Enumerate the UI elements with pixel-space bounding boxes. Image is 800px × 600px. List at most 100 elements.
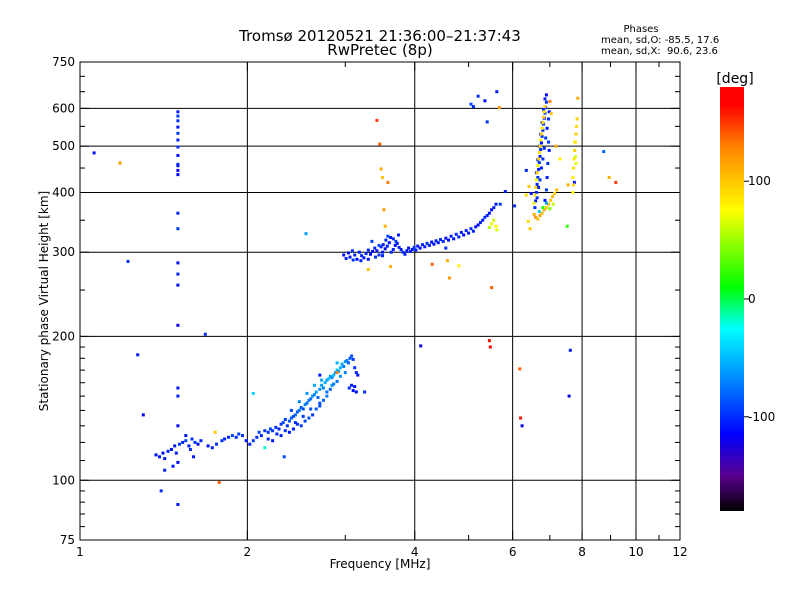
data-point — [542, 108, 546, 112]
data-point — [283, 429, 287, 433]
data-point — [309, 407, 313, 411]
y-tick-label: 400 — [52, 185, 75, 199]
data-point — [311, 413, 315, 417]
data-point — [397, 233, 400, 237]
data-point — [176, 114, 180, 118]
data-point — [539, 148, 543, 151]
y-axis-label: Stationary phase Virtual Height [km] — [37, 191, 51, 411]
data-point — [544, 206, 548, 210]
data-point — [421, 243, 424, 247]
data-point — [572, 183, 575, 187]
data-point — [338, 366, 342, 370]
data-point — [330, 376, 334, 380]
data-point — [527, 184, 531, 188]
data-point — [354, 371, 358, 375]
data-point — [544, 201, 548, 205]
data-point — [320, 383, 324, 387]
x-tick-label: 4 — [411, 545, 419, 559]
data-point — [432, 242, 436, 246]
data-point — [348, 356, 352, 360]
data-point — [271, 439, 275, 443]
data-point — [534, 215, 538, 219]
data-point — [345, 359, 349, 363]
data-point — [430, 262, 434, 266]
data-point — [354, 390, 358, 394]
data-point — [176, 138, 180, 142]
data-point — [176, 211, 180, 215]
data-point — [271, 429, 275, 433]
data-point — [540, 126, 544, 130]
data-point — [434, 239, 438, 243]
data-point — [188, 448, 192, 451]
data-point — [337, 369, 341, 373]
data-point — [444, 246, 448, 250]
data-point — [333, 371, 337, 375]
data-point — [163, 468, 167, 472]
data-point — [554, 144, 558, 148]
data-point — [457, 264, 461, 268]
data-point — [454, 232, 458, 236]
data-point — [544, 100, 548, 104]
data-point — [312, 393, 316, 397]
data-point — [548, 207, 552, 211]
colorbar-tick-label: 100 — [748, 174, 771, 188]
y-tick-label: 100 — [52, 473, 75, 487]
data-point — [171, 464, 175, 468]
data-point — [347, 361, 350, 365]
data-point — [375, 249, 379, 253]
data-point — [118, 161, 122, 165]
data-point — [176, 424, 180, 428]
data-point — [223, 437, 227, 441]
data-point — [366, 268, 370, 271]
data-point — [572, 157, 576, 161]
data-point — [573, 148, 577, 152]
data-point — [176, 386, 180, 390]
data-point — [395, 241, 399, 245]
data-point — [485, 214, 489, 217]
data-point — [176, 131, 180, 135]
data-point — [382, 208, 386, 212]
data-point — [436, 241, 440, 245]
data-point — [538, 178, 542, 182]
data-point — [176, 168, 180, 172]
data-point — [92, 151, 96, 155]
colorbar-tick-label: -100 — [748, 410, 775, 424]
data-point — [537, 151, 541, 154]
data-point — [230, 434, 234, 438]
data-point — [539, 166, 543, 170]
data-point — [213, 430, 217, 434]
data-point — [471, 229, 475, 233]
data-point — [409, 250, 412, 253]
data-point — [423, 245, 427, 249]
x-tick-label: 1 — [76, 545, 84, 559]
data-point — [532, 201, 536, 205]
data-point — [495, 228, 499, 232]
colorbar-label: [deg] — [716, 71, 753, 87]
data-point — [206, 444, 210, 448]
y-tick-label: 750 — [52, 55, 75, 69]
data-point — [430, 240, 434, 244]
data-point — [551, 195, 555, 199]
data-point — [320, 378, 324, 382]
data-point — [547, 148, 551, 152]
data-point — [353, 366, 357, 370]
data-point — [196, 442, 200, 446]
data-point — [248, 442, 252, 446]
data-point — [573, 140, 577, 144]
data-point — [307, 398, 311, 402]
data-point — [542, 208, 546, 212]
data-point — [244, 439, 248, 443]
data-point — [495, 90, 499, 94]
data-point — [348, 255, 352, 259]
data-point — [467, 231, 471, 235]
data-point — [173, 444, 177, 448]
chart-title: Tromsø 20120521 21:36:00–21:37:43 — [238, 27, 521, 45]
data-point — [181, 440, 185, 444]
data-point — [351, 357, 355, 361]
data-point — [412, 245, 416, 249]
data-point — [542, 115, 546, 119]
data-point — [549, 112, 553, 116]
data-point — [355, 257, 359, 261]
data-point — [178, 442, 181, 446]
data-point — [476, 223, 480, 227]
